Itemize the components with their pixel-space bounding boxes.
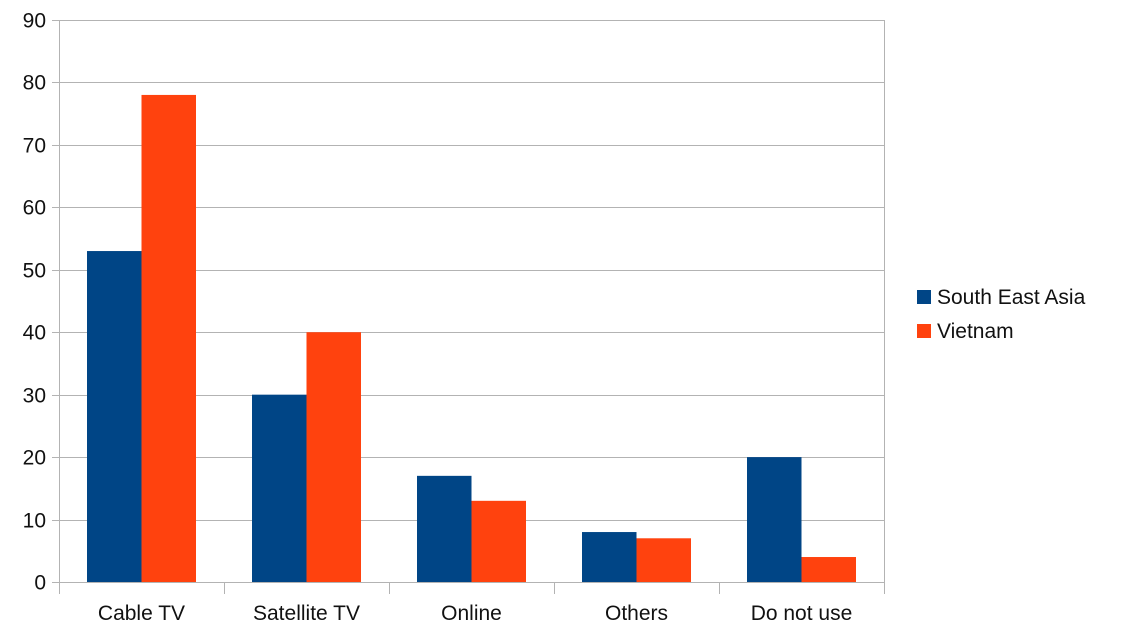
y-tick-label: 70 <box>23 135 46 158</box>
y-tick-label: 10 <box>23 510 46 533</box>
y-tick-label: 80 <box>23 72 46 95</box>
y-tick-label: 0 <box>34 572 46 595</box>
y-tick-label: 50 <box>23 260 46 283</box>
x-tick-label: Others <box>605 602 668 625</box>
bar-south-east-asia-online <box>417 475 472 582</box>
x-axis-ticks: Cable TV Satellite TV Online Others Do not u… <box>59 582 885 625</box>
bar-vietnam-satellite-tv <box>306 332 361 582</box>
y-tick-label: 20 <box>23 447 46 470</box>
y-tick-label: 30 <box>23 385 46 408</box>
bar-vietnam-online <box>471 500 526 582</box>
bar-vietnam-do-not-use <box>801 557 856 582</box>
bar-south-east-asia-others <box>582 532 637 582</box>
x-tick-label: Do not use <box>751 602 853 625</box>
y-tick-label: 60 <box>23 197 46 220</box>
x-tick-label: Online <box>441 602 502 625</box>
legend-swatch <box>917 290 931 304</box>
legend-label: South East Asia <box>937 286 1086 309</box>
legend-swatch <box>917 324 931 338</box>
x-tick-label: Cable TV <box>98 602 185 625</box>
gridlines <box>59 20 884 521</box>
bar-south-east-asia-satellite-tv <box>252 394 307 582</box>
bars <box>87 94 856 583</box>
bar-south-east-asia-cable-tv <box>87 251 142 583</box>
legend: South East Asia Vietnam <box>917 286 1086 343</box>
y-tick-label: 90 <box>23 10 46 33</box>
x-tick-label: Satellite TV <box>253 602 360 625</box>
bar-vietnam-others <box>636 538 691 582</box>
y-axis-ticks: 0 10 20 30 40 50 60 70 80 90 <box>23 10 59 595</box>
legend-label: Vietnam <box>937 320 1014 343</box>
bar-south-east-asia-do-not-use <box>747 457 802 582</box>
axes <box>59 20 885 583</box>
bar-vietnam-cable-tv <box>141 94 196 582</box>
y-tick-label: 40 <box>23 322 46 345</box>
